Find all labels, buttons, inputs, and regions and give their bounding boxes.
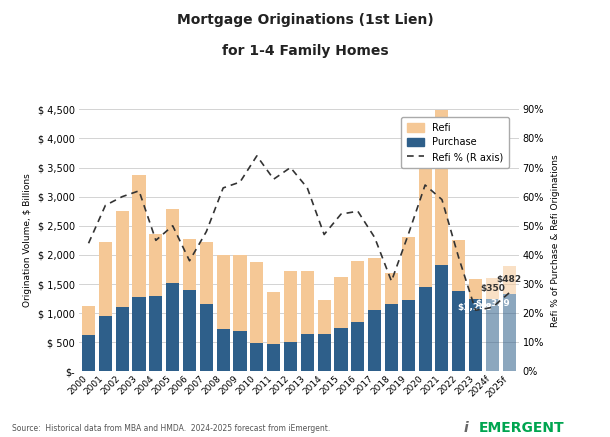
- Bar: [166, 209, 179, 284]
- Bar: [82, 306, 95, 335]
- Bar: [132, 297, 146, 371]
- Bar: [402, 300, 415, 371]
- Bar: [234, 331, 246, 371]
- Bar: [200, 242, 213, 305]
- Bar: [284, 342, 297, 371]
- Bar: [149, 234, 162, 296]
- Bar: [452, 240, 465, 291]
- Bar: [217, 329, 230, 371]
- Text: for 1-4 Family Homes: for 1-4 Family Homes: [221, 44, 389, 58]
- Bar: [250, 263, 264, 343]
- Bar: [318, 333, 331, 371]
- Legend: Refi, Purchase, Refi % (R axis): Refi, Purchase, Refi % (R axis): [401, 117, 509, 168]
- Text: $482: $482: [497, 275, 522, 284]
- Bar: [368, 258, 381, 310]
- Bar: [301, 334, 314, 371]
- Bar: [99, 316, 112, 371]
- Bar: [503, 294, 516, 371]
- Bar: [200, 305, 213, 371]
- Text: i: i: [464, 421, 468, 435]
- Bar: [116, 307, 129, 371]
- Text: $350: $350: [480, 284, 505, 293]
- Bar: [334, 277, 348, 328]
- Bar: [469, 279, 482, 298]
- Bar: [402, 237, 415, 300]
- Bar: [284, 271, 297, 342]
- Bar: [82, 335, 95, 371]
- Bar: [132, 174, 146, 297]
- Bar: [436, 111, 448, 265]
- Text: Mortgage Originations (1st Lien): Mortgage Originations (1st Lien): [177, 13, 433, 27]
- Bar: [301, 271, 314, 334]
- Bar: [99, 242, 112, 316]
- Text: EMERGENT: EMERGENT: [479, 421, 564, 435]
- Bar: [351, 322, 364, 371]
- Bar: [436, 265, 448, 371]
- Bar: [452, 291, 465, 371]
- Bar: [385, 304, 398, 371]
- Bar: [503, 266, 516, 294]
- Bar: [486, 278, 499, 299]
- Bar: [318, 300, 331, 333]
- Text: $1,248: $1,248: [458, 303, 492, 312]
- Bar: [234, 255, 246, 331]
- Bar: [418, 287, 432, 371]
- Bar: [250, 343, 264, 371]
- Bar: [183, 290, 196, 371]
- Bar: [351, 261, 364, 322]
- Y-axis label: Origination Volume, $ Billions: Origination Volume, $ Billions: [23, 173, 32, 307]
- Bar: [418, 139, 432, 287]
- Bar: [267, 344, 280, 371]
- Text: Source:  Historical data from MBA and HMDA.  2024-2025 forecast from iEmergent.: Source: Historical data from MBA and HMD…: [12, 423, 331, 433]
- Text: $1,329: $1,329: [475, 298, 510, 308]
- Bar: [469, 298, 482, 371]
- Bar: [183, 239, 196, 290]
- Bar: [385, 273, 398, 304]
- Y-axis label: Refi % of Purchase & Refi Originations: Refi % of Purchase & Refi Originations: [551, 154, 560, 327]
- Bar: [217, 255, 230, 329]
- Bar: [149, 296, 162, 371]
- Bar: [368, 310, 381, 371]
- Bar: [334, 328, 348, 371]
- Bar: [486, 299, 499, 371]
- Bar: [116, 211, 129, 307]
- Bar: [166, 284, 179, 371]
- Bar: [267, 291, 280, 344]
